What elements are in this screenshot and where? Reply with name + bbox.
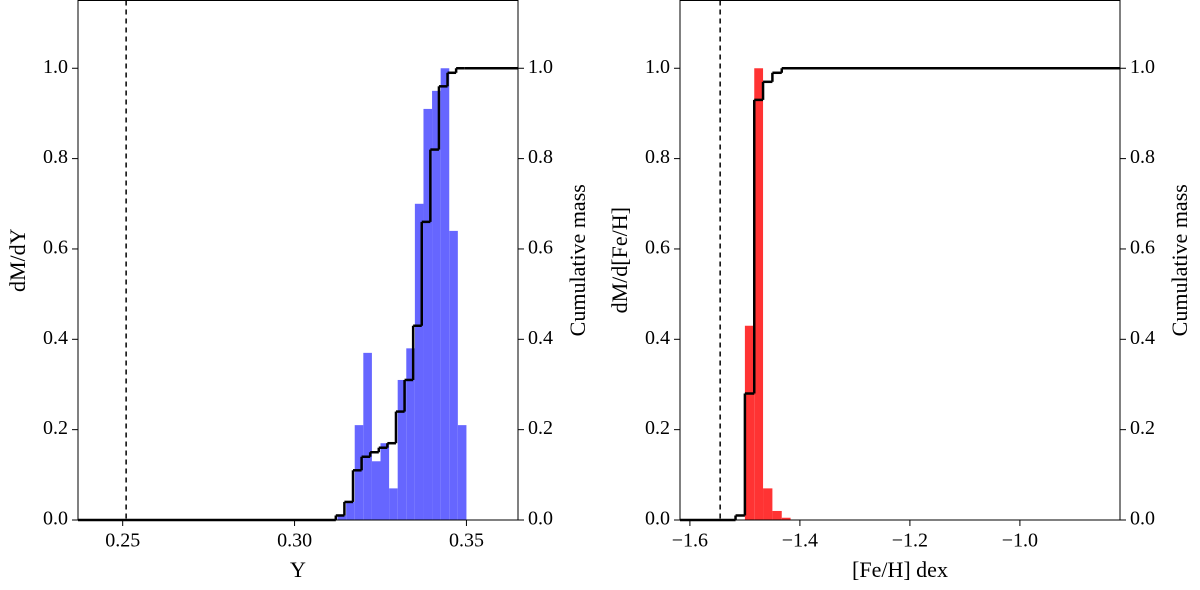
bar <box>346 501 355 520</box>
y-axis-label: dM/d[Fe/H] <box>607 207 632 313</box>
bar <box>363 352 372 520</box>
y-tick-label: 1.0 <box>645 56 670 78</box>
bar <box>423 108 433 520</box>
bar <box>389 488 398 520</box>
y-tick-label: 1.0 <box>43 56 68 78</box>
y2-tick-label: 0.8 <box>1130 146 1155 168</box>
plot-frame <box>77 0 519 521</box>
y2-tick-label: 0.2 <box>1130 417 1155 439</box>
bar <box>457 425 467 520</box>
y-tick-label: 0.2 <box>43 417 68 439</box>
bar <box>781 517 791 520</box>
plot-frame <box>679 0 1121 521</box>
y-tick-label: 0.0 <box>645 508 670 530</box>
y-tick-label: 0.8 <box>43 146 68 168</box>
bar <box>449 230 458 520</box>
bar <box>754 68 764 521</box>
x-axis-label: [Fe/H] dex <box>852 557 948 582</box>
y2-tick-label: 0.6 <box>1130 237 1155 259</box>
y2-tick-label: 0.8 <box>528 146 553 168</box>
y-tick-label: 0.4 <box>645 327 670 349</box>
x-tick-label: −1.6 <box>672 530 708 552</box>
bar <box>397 379 407 520</box>
x-tick-label: −1.4 <box>782 530 818 552</box>
y2-tick-label: 0.2 <box>528 417 553 439</box>
bar <box>772 510 782 520</box>
bar <box>763 488 773 520</box>
bar <box>440 68 450 521</box>
x-tick-label: 0.30 <box>277 530 312 552</box>
y-tick-label: 0.2 <box>645 417 670 439</box>
bar <box>406 348 415 520</box>
bar <box>414 203 424 521</box>
x-tick-label: 0.35 <box>449 530 484 552</box>
y-tick-label: 0.6 <box>43 237 68 259</box>
y2-tick-label: 0.6 <box>528 237 553 259</box>
y2-tick-label: 0.0 <box>1130 508 1155 530</box>
bar <box>371 461 381 520</box>
x-axis-label: Y <box>290 557 306 582</box>
y2-tick-label: 0.0 <box>528 508 553 530</box>
y-tick-label: 0.6 <box>645 237 670 259</box>
y-tick-label: 0.0 <box>43 508 68 530</box>
bar <box>354 425 364 520</box>
y-tick-label: 0.8 <box>645 146 670 168</box>
bar <box>380 443 390 520</box>
x-tick-label: −1.2 <box>892 530 928 552</box>
bar <box>432 90 441 520</box>
y-axis-label: dM/dY <box>5 228 30 292</box>
y2-tick-label: 0.4 <box>1130 327 1155 349</box>
y-tick-label: 0.4 <box>43 327 68 349</box>
bar <box>744 325 755 520</box>
y2-tick-label: 1.0 <box>1130 56 1155 78</box>
y2-axis-label: Cumulative mass <box>565 184 590 336</box>
x-tick-label: 0.25 <box>105 530 140 552</box>
y2-axis-label: Cumulative mass <box>1167 184 1192 336</box>
bar <box>337 515 347 520</box>
x-tick-label: −1.0 <box>1002 530 1038 552</box>
y2-tick-label: 0.4 <box>528 327 553 349</box>
y2-tick-label: 1.0 <box>528 56 553 78</box>
